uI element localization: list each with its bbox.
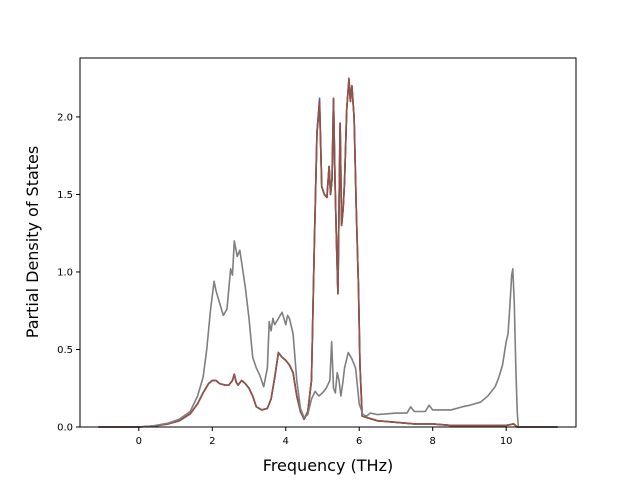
y-tick-label: 1.5 (57, 190, 73, 201)
plot-area-frame (79, 57, 577, 428)
y-axis-title: Partial Density of States (23, 146, 42, 338)
y-tick-label: 2.0 (57, 112, 73, 123)
x-tick-label: 4 (283, 436, 289, 447)
x-axis-ticks: 0 2 4 6 8 10 (136, 427, 513, 447)
x-tick-label: 10 (500, 436, 513, 447)
x-tick-label: 8 (430, 436, 436, 447)
y-tick-label: 1.0 (57, 267, 73, 278)
y-axis-ticks: 0.0 0.5 1.0 1.5 2.0 (57, 112, 80, 434)
x-tick-label: 6 (356, 436, 362, 447)
plot-lines (98, 77, 558, 428)
y-tick-label: 0.0 (57, 423, 73, 434)
series-line-3 (98, 77, 558, 428)
x-tick-label: 2 (209, 436, 215, 447)
x-axis-title: Frequency (THz) (263, 456, 393, 475)
y-tick-label: 0.5 (57, 345, 73, 356)
series-line-4 (98, 240, 558, 428)
x-tick-label: 0 (136, 436, 142, 447)
